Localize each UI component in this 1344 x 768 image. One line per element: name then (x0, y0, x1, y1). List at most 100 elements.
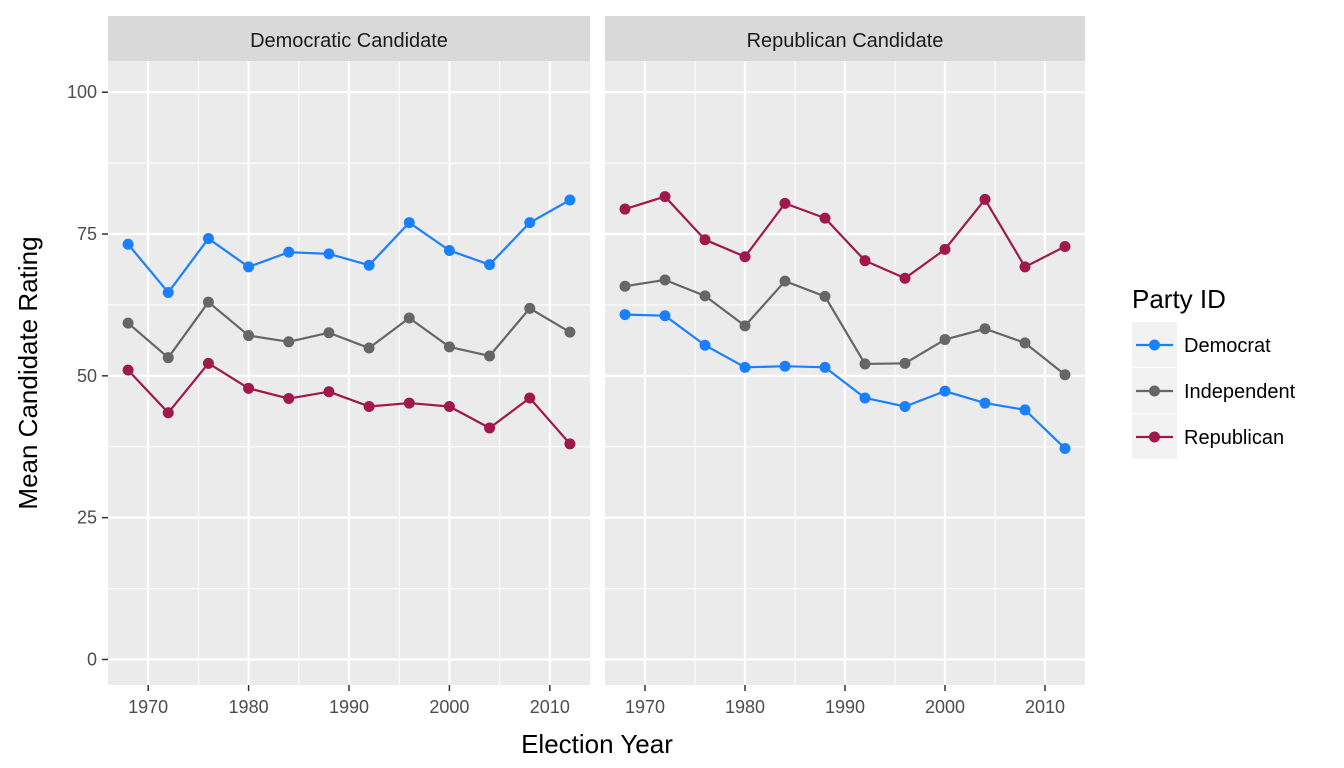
data-point-republican (939, 243, 951, 255)
data-point-independent (659, 274, 671, 286)
panel-democratic-candidate: Democratic Candidate (108, 16, 590, 685)
series-line-independent (127, 300, 571, 359)
legend-key-point (1149, 339, 1160, 351)
panel-gridlines (605, 61, 1085, 685)
data-point-democrat (443, 244, 455, 256)
legend-key-point (1149, 431, 1160, 443)
y-axis-title: Mean Candidate Rating (13, 236, 43, 509)
data-point-independent (979, 323, 991, 335)
data-point-independent (243, 330, 255, 342)
data-point-independent (779, 275, 791, 287)
data-point-democrat (1019, 404, 1031, 416)
data-point-independent (699, 290, 711, 302)
data-point-democrat (739, 361, 751, 373)
y-tick-label: 50 (77, 366, 97, 386)
x-tick-label: 1990 (825, 697, 865, 717)
series-line-republican (624, 195, 1066, 280)
data-point-democrat (243, 261, 255, 273)
data-point-republican (1019, 261, 1031, 273)
data-point-democrat (202, 233, 214, 245)
panel-gridlines (108, 61, 590, 685)
strip-background (108, 16, 590, 61)
data-point-republican (659, 191, 671, 203)
data-point-independent (819, 290, 831, 302)
data-point-democrat (162, 286, 174, 298)
data-point-independent (1019, 337, 1031, 349)
legend: Party ID Democrat Independent Republican (1132, 284, 1296, 459)
data-point-independent (859, 358, 871, 370)
data-point-independent (939, 334, 951, 346)
data-point-independent (739, 320, 751, 332)
y-tick-label: 0 (87, 649, 97, 669)
panel-series (619, 191, 1071, 454)
data-point-independent (619, 280, 631, 292)
strip-title: Republican Candidate (747, 30, 944, 52)
x-tick-label: 1990 (329, 697, 369, 717)
data-point-republican (564, 438, 576, 450)
data-point-democrat (323, 248, 335, 260)
data-point-democrat (524, 217, 536, 229)
data-point-republican (699, 234, 711, 246)
data-point-independent (564, 326, 576, 338)
x-tick-label: 2010 (530, 697, 570, 717)
data-point-democrat (484, 259, 496, 271)
data-point-democrat (939, 385, 951, 397)
legend-key-point (1149, 385, 1160, 397)
strip-title: Democratic Candidate (250, 30, 448, 52)
data-point-independent (363, 342, 375, 354)
data-point-independent (1059, 369, 1071, 381)
data-point-democrat (859, 392, 871, 404)
x-axis-right-panel: 1970 1980 1990 2000 2010 (625, 685, 1065, 717)
data-point-republican (202, 357, 214, 369)
data-point-republican (122, 364, 134, 376)
x-tick-label: 2000 (429, 697, 469, 717)
data-point-republican (403, 397, 415, 409)
data-point-republican (979, 193, 991, 205)
legend-label: Democrat (1184, 335, 1271, 357)
data-point-democrat (619, 309, 631, 321)
legend-label: Independent (1184, 381, 1296, 403)
data-point-independent (899, 357, 911, 369)
data-point-republican (283, 393, 295, 405)
series-line-democrat (127, 199, 571, 294)
data-point-republican (323, 386, 335, 398)
data-point-democrat (899, 400, 911, 412)
legend-label: Republican (1184, 427, 1284, 449)
x-axis-left-panel: 1970 1980 1990 2000 2010 (128, 685, 570, 717)
data-point-democrat (779, 360, 791, 372)
x-axis-title: Election Year (521, 729, 673, 759)
data-point-republican (819, 212, 831, 224)
data-point-democrat (564, 194, 576, 206)
data-point-democrat (979, 397, 991, 409)
x-tick-label: 1980 (229, 697, 269, 717)
data-point-republican (443, 400, 455, 412)
data-point-democrat (659, 310, 671, 322)
data-point-republican (524, 392, 536, 404)
data-point-independent (202, 296, 214, 308)
strip-background (605, 16, 1085, 61)
data-point-republican (162, 407, 174, 419)
y-axis: 0 25 50 75 100 (67, 82, 108, 669)
data-point-independent (443, 341, 455, 353)
series-line-democrat (624, 313, 1066, 450)
legend-title: Party ID (1132, 284, 1226, 314)
data-point-democrat (283, 246, 295, 258)
y-tick-label: 75 (77, 224, 97, 244)
data-point-republican (779, 197, 791, 209)
data-point-republican (619, 203, 631, 215)
data-point-democrat (122, 238, 134, 250)
data-point-democrat (363, 259, 375, 271)
data-point-independent (162, 352, 174, 364)
data-point-independent (484, 350, 496, 362)
data-point-democrat (1059, 442, 1071, 454)
x-tick-label: 2010 (1025, 697, 1065, 717)
panel-republican-candidate: Republican Candidate (605, 16, 1085, 685)
x-tick-label: 2000 (925, 697, 965, 717)
data-point-republican (1059, 240, 1071, 252)
data-point-democrat (819, 361, 831, 373)
data-point-independent (403, 312, 415, 324)
series-line-republican (127, 362, 571, 445)
data-point-democrat (699, 339, 711, 351)
data-point-republican (899, 272, 911, 284)
